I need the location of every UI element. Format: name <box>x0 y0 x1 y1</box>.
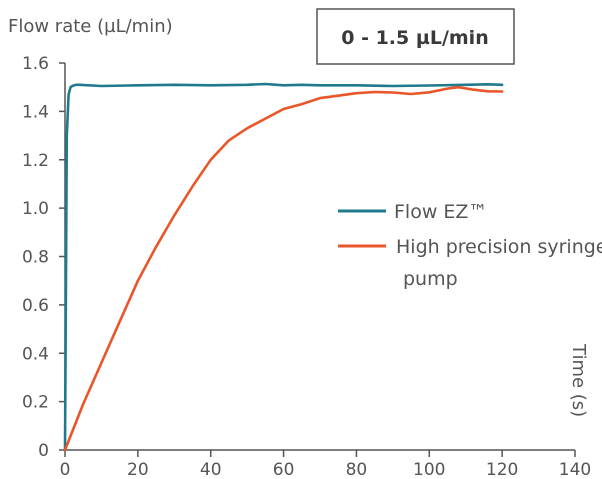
series-line-flow-ez <box>63 82 504 452</box>
x-tick-label: 60 <box>273 460 295 479</box>
x-tick-label: 120 <box>486 460 518 479</box>
legend-label-flow-ez: Flow EZ™ <box>394 201 487 223</box>
x-tick-label: 20 <box>127 460 149 479</box>
x-tick-label: 140 <box>559 460 591 479</box>
y-tick-label: 0.4 <box>22 344 49 364</box>
y-axis-tick-labels: 0 0.2 0.4 0.6 0.8 1.0 1.2 1.4 1.6 <box>22 54 49 461</box>
y-tick-label: 0.2 <box>22 393 49 413</box>
x-axis-ticks <box>64 450 576 457</box>
y-axis-title: Flow rate (µL/min) <box>8 16 173 37</box>
y-axis-ticks <box>59 62 65 451</box>
legend: Flow EZ™ High precision syringe pump <box>338 201 602 290</box>
y-tick-label: 1.4 <box>22 102 49 122</box>
legend-label-syringe-pump: High precision syringe pump <box>396 236 602 290</box>
y-tick-label: 0 <box>38 441 49 461</box>
x-tick-label: 0 <box>60 460 71 479</box>
y-tick-label: 0.8 <box>22 248 49 268</box>
range-badge: 0 - 1.5 µL/min <box>316 8 515 65</box>
y-tick-label: 1.6 <box>22 54 49 74</box>
x-tick-label: 100 <box>413 460 445 479</box>
x-tick-label: 80 <box>346 460 368 479</box>
series-line-syringe-pump <box>63 85 504 452</box>
x-tick-label: 40 <box>200 460 222 479</box>
x-axis-title: Time (s) <box>568 343 589 417</box>
y-tick-label: 1.0 <box>22 199 49 219</box>
x-axis-tick-labels: 0 20 40 60 80 100 120 140 <box>60 460 592 479</box>
range-badge-text: 0 - 1.5 µL/min <box>341 27 488 49</box>
range-badge-box <box>316 8 515 65</box>
series-layer <box>63 82 504 452</box>
y-tick-label: 1.2 <box>22 151 49 171</box>
y-tick-label: 0.6 <box>22 296 49 316</box>
